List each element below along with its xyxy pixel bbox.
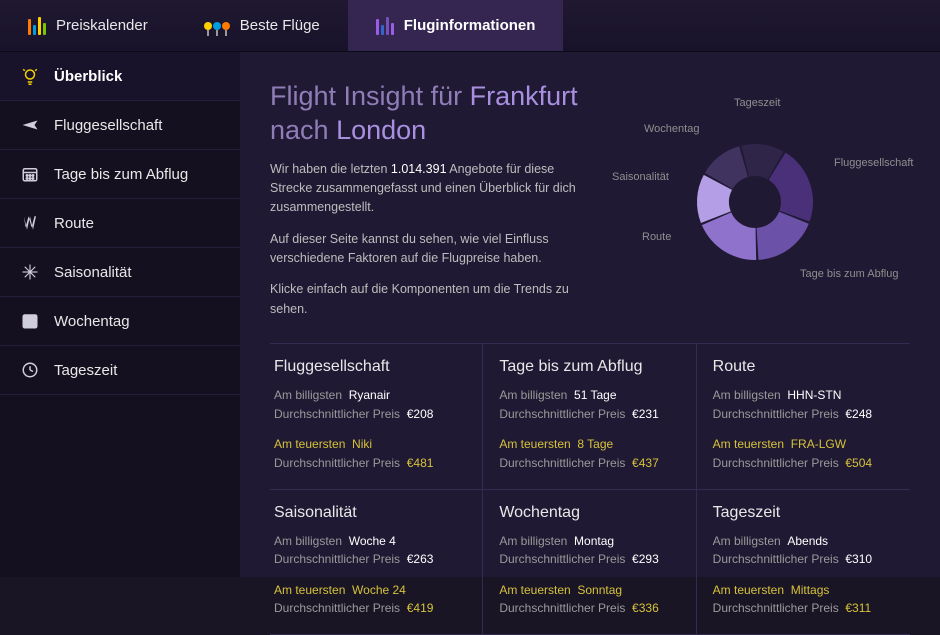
sidebar-item-label: Route [54, 215, 94, 232]
chart-label[interactable]: Fluggesellschaft [834, 157, 914, 169]
summary-card[interactable]: Saisonalität Am billigsten Woche 4 Durch… [270, 490, 483, 635]
main-content: Flight Insight für Frankfurt nach London… [240, 52, 940, 577]
sidebar-item-route[interactable]: Route [0, 199, 240, 248]
sidebar-item-label: Saisonalität [54, 264, 132, 281]
tab-fluginformationen[interactable]: Fluginformationen [348, 0, 564, 51]
tab-preiskalender[interactable]: Preiskalender [0, 0, 176, 51]
calendar-icon [20, 164, 40, 184]
tab-label: Beste Flüge [240, 17, 320, 34]
cheapest-row: Am billigsten Woche 4 Durchschnittlicher… [274, 532, 466, 569]
sidebar-item-label: Tageszeit [54, 362, 117, 379]
summary-cards: Fluggesellschaft Am billigsten Ryanair D… [270, 343, 910, 635]
circles-icon [204, 22, 230, 30]
expensive-row: Am teuersten Mittags Durchschnittlicher … [713, 581, 894, 618]
route-icon [20, 213, 40, 233]
card-title: Tageszeit [713, 504, 894, 522]
chart-label[interactable]: Saisonalität [612, 171, 669, 183]
tab-label: Preiskalender [56, 17, 148, 34]
tab-label: Fluginformationen [404, 17, 536, 34]
plane-icon [20, 115, 40, 135]
chart-label[interactable]: Tageszeit [734, 97, 780, 109]
chart-label[interactable]: Tage bis zum Abflug [800, 268, 898, 280]
card-title: Tage bis zum Abflug [499, 358, 679, 376]
page-title: Flight Insight für Frankfurt nach London [270, 80, 590, 148]
cheapest-row: Am billigsten Abends Durchschnittlicher … [713, 532, 894, 569]
sidebar-item-fluggesellschaft[interactable]: Fluggesellschaft [0, 101, 240, 150]
sidebar-item-tage-bis-abflug[interactable]: Tage bis zum Abflug [0, 150, 240, 199]
cheapest-row: Am billigsten HHN-STN Durchschnittlicher… [713, 386, 894, 423]
sidebar-item-label: Überblick [54, 68, 122, 85]
card-title: Saisonalität [274, 504, 466, 522]
sidebar-item-label: Fluggesellschaft [54, 117, 162, 134]
lightbulb-icon [20, 66, 40, 86]
donut-chart[interactable]: Fluggesellschaft Tage bis zum Abflug Route… [590, 72, 920, 302]
tab-beste-fluege[interactable]: Beste Flüge [176, 0, 348, 51]
expensive-row: Am teuersten Woche 24 Durchschnittlicher… [274, 581, 466, 618]
summary-card[interactable]: Wochentag Am billigsten Montag Durchschn… [483, 490, 696, 635]
donut-slice[interactable] [702, 212, 756, 260]
summary-card[interactable]: Tageszeit Am billigsten Abends Durchschn… [697, 490, 910, 635]
card-title: Fluggesellschaft [274, 358, 466, 376]
donut-svg[interactable]: Fluggesellschaft Tage bis zum Abflug Route… [590, 72, 920, 302]
sidebar-item-label: Wochentag [54, 313, 130, 330]
summary-card[interactable]: Fluggesellschaft Am billigsten Ryanair D… [270, 344, 483, 489]
chart-label[interactable]: Wochentag [644, 123, 699, 135]
sidebar-item-tageszeit[interactable]: Tageszeit [0, 346, 240, 395]
calendar7-icon: 7 [20, 311, 40, 331]
cheapest-row: Am billigsten Montag Durchschnittlicher … [499, 532, 679, 569]
clock-icon [20, 360, 40, 380]
summary-card[interactable]: Tage bis zum Abflug Am billigsten 51 Tag… [483, 344, 696, 489]
chart-label[interactable]: Route [642, 231, 671, 243]
expensive-row: Am teuersten Sonntag Durchschnittlicher … [499, 581, 679, 618]
sidebar-item-ueberblick[interactable]: Überblick [0, 52, 240, 101]
card-title: Route [713, 358, 894, 376]
svg-text:7: 7 [28, 318, 33, 327]
summary-card[interactable]: Route Am billigsten HHN-STN Durchschnitt… [697, 344, 910, 489]
cheapest-row: Am billigsten Ryanair Durchschnittlicher… [274, 386, 466, 423]
expensive-row: Am teuersten 8 Tage Durchschnittlicher P… [499, 435, 679, 472]
expensive-row: Am teuersten Niki Durchschnittlicher Pre… [274, 435, 466, 472]
expensive-row: Am teuersten FRA-LGW Durchschnittlicher … [713, 435, 894, 472]
snowflake-icon [20, 262, 40, 282]
sidebar-item-saisonalitaet[interactable]: Saisonalität [0, 248, 240, 297]
donut-slice[interactable] [757, 212, 809, 260]
bars-icon [28, 17, 46, 35]
sidebar-item-label: Tage bis zum Abflug [54, 166, 188, 183]
sidebar: Überblick Fluggesellschaft Tage bis zum … [0, 52, 240, 577]
sidebar-item-wochentag[interactable]: 7 Wochentag [0, 297, 240, 346]
card-title: Wochentag [499, 504, 679, 522]
bars-icon [376, 17, 394, 35]
intro-text: Wir haben die letzten 1.014.391 Angebote… [270, 160, 600, 320]
cheapest-row: Am billigsten 51 Tage Durchschnittlicher… [499, 386, 679, 423]
top-tabs: Preiskalender Beste Flüge Fluginformatio… [0, 0, 940, 52]
